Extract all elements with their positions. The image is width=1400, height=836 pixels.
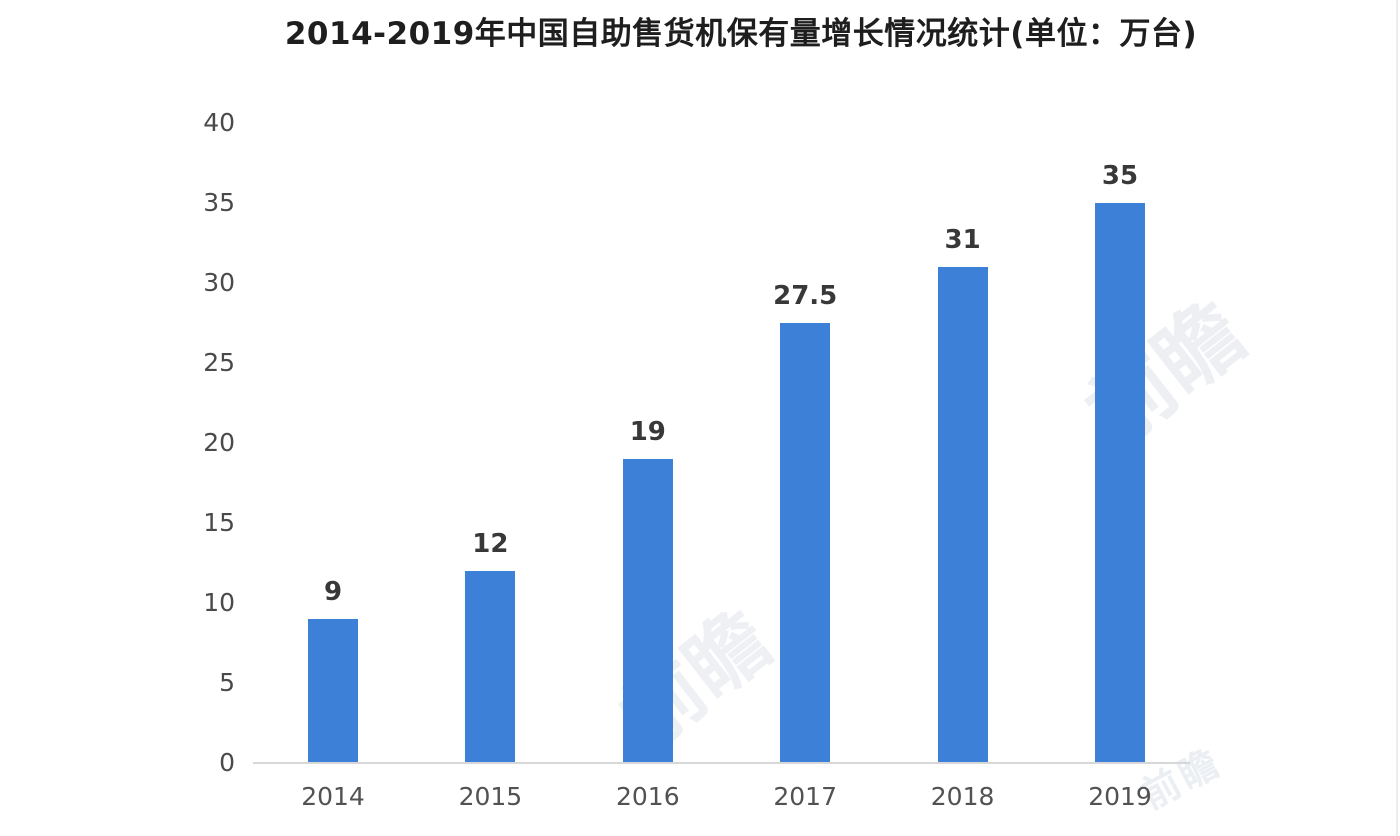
y-tick-label-10: 10: [203, 588, 235, 617]
right-edge-border: [1396, 0, 1398, 836]
x-axis-label-2014: 2014: [301, 782, 365, 811]
bar-value-label-2015: 12: [472, 529, 509, 559]
y-tick-label-5: 5: [219, 668, 235, 697]
x-axis-label-2017: 2017: [773, 782, 837, 811]
y-tick-label-15: 15: [203, 508, 235, 537]
bar-2019: [1095, 203, 1145, 763]
bar-value-label-2014: 9: [323, 577, 343, 607]
y-tick-label-40: 40: [203, 108, 235, 137]
bar-2016: [622, 459, 673, 763]
y-tick-label-35: 35: [203, 188, 235, 217]
x-axis-label-2016: 2016: [615, 782, 680, 811]
bar-value-label-2017: 27.5: [773, 281, 838, 311]
x-axis-label-2019: 2019: [1088, 782, 1152, 811]
bar-2015: [465, 571, 516, 763]
x-axis-label-2015: 2015: [458, 782, 523, 811]
bar-value-label-2018: 31: [944, 225, 981, 255]
bar-2017: [780, 323, 831, 763]
chart-title: 2014-2019年中国自助售货机保有量增长情况统计(单位：万台): [284, 16, 1198, 52]
bar-value-label-2016: 19: [629, 417, 666, 447]
bar-2014: [308, 619, 358, 763]
bar-value-label-2019: 35: [1101, 161, 1139, 191]
bar-2018: [937, 267, 988, 763]
watermark-qianzhan-icon: 前瞻: [1069, 283, 1263, 464]
x-axis-label-2018: 2018: [930, 782, 995, 811]
y-tick-label-30: 30: [203, 268, 235, 297]
y-tick-label-25: 25: [203, 348, 235, 377]
y-tick-label-20: 20: [203, 428, 235, 457]
y-tick-label-0: 0: [219, 748, 235, 777]
x-axis-line: [253, 762, 1190, 764]
